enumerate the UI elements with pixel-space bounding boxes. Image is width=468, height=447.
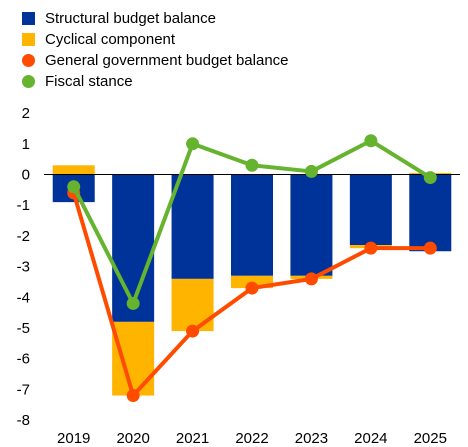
- bar-structural-2023: [290, 174, 333, 276]
- point-budget-balance-2022: [245, 281, 259, 295]
- legend-item-structural: Structural budget balance: [22, 8, 289, 29]
- legend-label-structural: Structural budget balance: [45, 10, 216, 27]
- point-fiscal-stance-2022: [245, 158, 259, 172]
- y-tick-label: -5: [17, 320, 30, 337]
- x-axis: 2019 2020 2021 2022 2023 2024 2025: [57, 430, 447, 447]
- x-tick-label: 2022: [235, 430, 268, 447]
- legend-item-budget-balance: General government budget balance: [22, 50, 289, 71]
- legend-item-fiscal-stance: Fiscal stance: [22, 71, 289, 92]
- lines-layer: [67, 134, 437, 403]
- legend-swatch-budget-balance: [22, 54, 35, 67]
- y-tick-label: -1: [17, 197, 30, 214]
- point-fiscal-stance-2019: [67, 180, 81, 194]
- x-tick-label: 2024: [354, 430, 387, 447]
- point-budget-balance-2023: [304, 272, 318, 286]
- bar-cyclical-2020: [112, 321, 155, 396]
- point-fiscal-stance-2025: [423, 171, 437, 185]
- x-tick-label: 2025: [414, 430, 447, 447]
- x-tick-label: 2021: [176, 430, 209, 447]
- y-tick-label: -2: [17, 228, 30, 245]
- legend: Structural budget balance Cyclical compo…: [22, 8, 289, 92]
- legend-swatch-fiscal-stance: [22, 75, 35, 88]
- y-tick-label: -3: [17, 259, 30, 276]
- point-fiscal-stance-2021: [186, 137, 200, 151]
- y-tick-label: -4: [17, 289, 30, 306]
- legend-swatch-structural: [22, 12, 35, 25]
- point-budget-balance-2020: [126, 389, 140, 403]
- bar-structural-2021: [171, 174, 214, 279]
- bar-structural-2022: [231, 174, 273, 276]
- legend-label-budget-balance: General government budget balance: [45, 52, 289, 69]
- x-tick-label: 2020: [116, 430, 149, 447]
- y-tick-label: -6: [17, 351, 30, 368]
- point-fiscal-stance-2024: [364, 134, 378, 148]
- x-tick-label: 2023: [295, 430, 328, 447]
- y-tick-label: 0: [22, 167, 30, 184]
- legend-label-fiscal-stance: Fiscal stance: [45, 73, 133, 90]
- y-tick-label: 1: [22, 136, 30, 153]
- bars-layer: [52, 165, 452, 396]
- bar-structural-2024: [349, 174, 392, 246]
- legend-item-cyclical: Cyclical component: [22, 29, 289, 50]
- bar-cyclical-2019: [52, 165, 95, 175]
- legend-label-cyclical: Cyclical component: [45, 31, 176, 48]
- y-tick-label: -8: [17, 412, 30, 429]
- x-tick-label: 2019: [57, 430, 90, 447]
- point-budget-balance-2025: [423, 241, 437, 255]
- bar-cyclical-2021: [171, 278, 214, 332]
- y-axis: 2 1 0 -1 -2 -3 -4 -5 -6 -7 -8: [17, 105, 30, 429]
- legend-swatch-cyclical: [22, 33, 35, 46]
- y-tick-label: 2: [22, 105, 30, 122]
- bar-structural-2025: [409, 174, 452, 252]
- point-budget-balance-2024: [364, 241, 378, 255]
- point-fiscal-stance-2023: [304, 164, 318, 178]
- point-fiscal-stance-2020: [126, 296, 140, 310]
- y-tick-label: -7: [17, 381, 30, 398]
- point-budget-balance-2021: [186, 324, 200, 338]
